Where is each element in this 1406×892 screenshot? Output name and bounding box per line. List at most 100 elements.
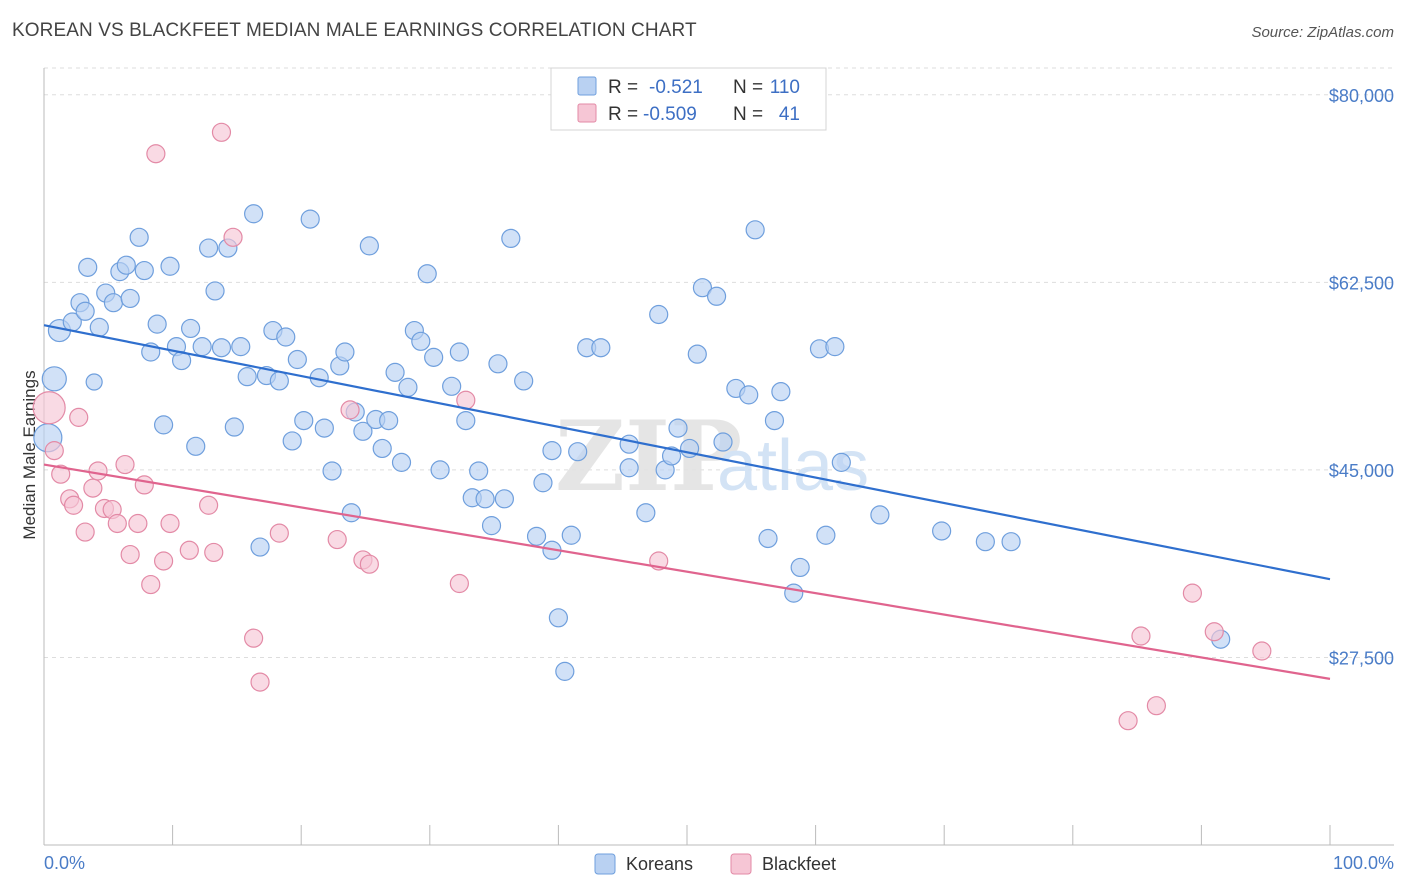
korean-point <box>282 431 302 451</box>
korean-point <box>231 337 251 357</box>
blackfeet-point <box>199 495 219 515</box>
blackfeet-point <box>359 554 379 574</box>
blackfeet-point <box>449 573 469 594</box>
y-tick-label: $80,000 <box>1329 86 1394 106</box>
blackfeet-point <box>340 400 360 420</box>
blackfeet-point <box>88 461 108 481</box>
korean-point <box>294 410 314 431</box>
korean-point <box>75 301 95 321</box>
blackfeet-point <box>1182 583 1202 603</box>
blackfeet-point <box>146 144 166 164</box>
korean-point <box>758 528 778 549</box>
bottom-legend-label-blackfeet: Blackfeet <box>762 854 836 874</box>
blackfeet-point <box>107 513 127 534</box>
korean-point <box>120 288 140 309</box>
korean-point <box>411 331 431 351</box>
korean-point <box>153 415 174 435</box>
korean-point <box>975 532 995 552</box>
korean-point <box>816 525 836 545</box>
y-tick-label: $45,000 <box>1329 461 1394 481</box>
blackfeet-point <box>179 540 199 560</box>
korean-point <box>526 526 547 546</box>
korean-point <box>475 489 495 509</box>
korean-point <box>687 344 707 364</box>
korean-point <box>764 410 785 431</box>
korean-point <box>501 228 521 249</box>
korean-point <box>287 349 307 370</box>
korean-point <box>456 410 476 431</box>
korean-point <box>224 417 244 437</box>
series-blackfeet-points <box>32 122 1272 731</box>
korean-point <box>250 537 270 557</box>
blackfeet-point <box>244 628 264 648</box>
korean-point <box>636 503 656 523</box>
korean-point <box>494 489 514 509</box>
x-tick-labels: 0.0% 100.0% <box>44 853 1394 873</box>
legend-box <box>550 67 827 131</box>
blackfeet-point <box>120 544 140 565</box>
korean-point <box>276 327 296 347</box>
korean-point <box>668 418 688 438</box>
korean-point <box>385 362 405 382</box>
blackfeet-point <box>75 522 95 542</box>
legend-n-value-koreans: 110 <box>770 77 800 98</box>
korean-point <box>129 227 149 247</box>
korean-point <box>661 446 682 466</box>
y-tick-labels: $80,000 $62,500 $45,000 $27,500 <box>1329 86 1394 669</box>
blackfeet-point <box>44 441 64 461</box>
legend-n-label-blackfeet: N = <box>733 104 763 125</box>
korean-point <box>619 434 639 454</box>
korean-point <box>78 257 98 277</box>
blackfeet-point <box>160 513 180 534</box>
axes <box>43 68 1394 846</box>
korean-point <box>379 410 399 431</box>
blackfeet-point <box>51 464 71 484</box>
korean-point <box>442 376 462 396</box>
grid <box>44 67 1394 658</box>
trend-lines <box>43 324 1331 680</box>
korean-point <box>372 438 392 459</box>
blackfeet-point <box>1131 626 1151 646</box>
korean-point <box>341 503 361 523</box>
blackfeet-point <box>211 122 232 142</box>
korean-point <box>244 204 264 224</box>
korean-point <box>831 452 851 472</box>
korean-point <box>134 260 154 281</box>
korean-point <box>469 461 489 481</box>
korean-point <box>555 661 575 681</box>
korean-point <box>790 557 810 578</box>
korean-point <box>568 442 588 462</box>
korean-point <box>391 452 412 472</box>
korean-point <box>449 342 469 362</box>
legend-n-value-blackfeet: 41 <box>779 104 800 125</box>
korean-point <box>314 418 334 438</box>
y-tick-label: $62,500 <box>1329 273 1394 293</box>
blackfeet-point <box>115 454 135 475</box>
blackfeet-point <box>63 495 84 515</box>
korean-point <box>430 460 450 480</box>
korean-point <box>548 608 569 628</box>
korean-point <box>417 264 437 284</box>
korean-point <box>89 317 109 337</box>
korean-point <box>199 238 219 258</box>
korean-point <box>932 521 952 541</box>
korean-point <box>514 371 534 391</box>
legend: R = -0.521 N = 110 R = -0.509 N = 41 <box>550 67 827 131</box>
x-tick-label-max: 100.0% <box>1333 853 1394 873</box>
chart-title: KOREAN VS BLACKFEET MEDIAN MALE EARNINGS… <box>12 20 697 41</box>
x-tick-label-min: 0.0% <box>44 853 85 873</box>
blackfeet-point <box>1204 622 1224 642</box>
korean-point <box>205 281 225 301</box>
korean-point <box>1001 532 1021 552</box>
korean-point <box>237 367 257 387</box>
korean-point <box>186 436 206 456</box>
korean-point <box>160 256 180 276</box>
legend-r-value-koreans: -0.521 <box>649 77 703 98</box>
blackfeet-point <box>83 478 103 498</box>
korean-point <box>739 385 759 405</box>
legend-r-label-koreans: R = <box>608 77 638 98</box>
blackfeet-point <box>1118 711 1138 731</box>
korean-point <box>353 421 373 441</box>
blackfeet-point <box>69 407 89 427</box>
